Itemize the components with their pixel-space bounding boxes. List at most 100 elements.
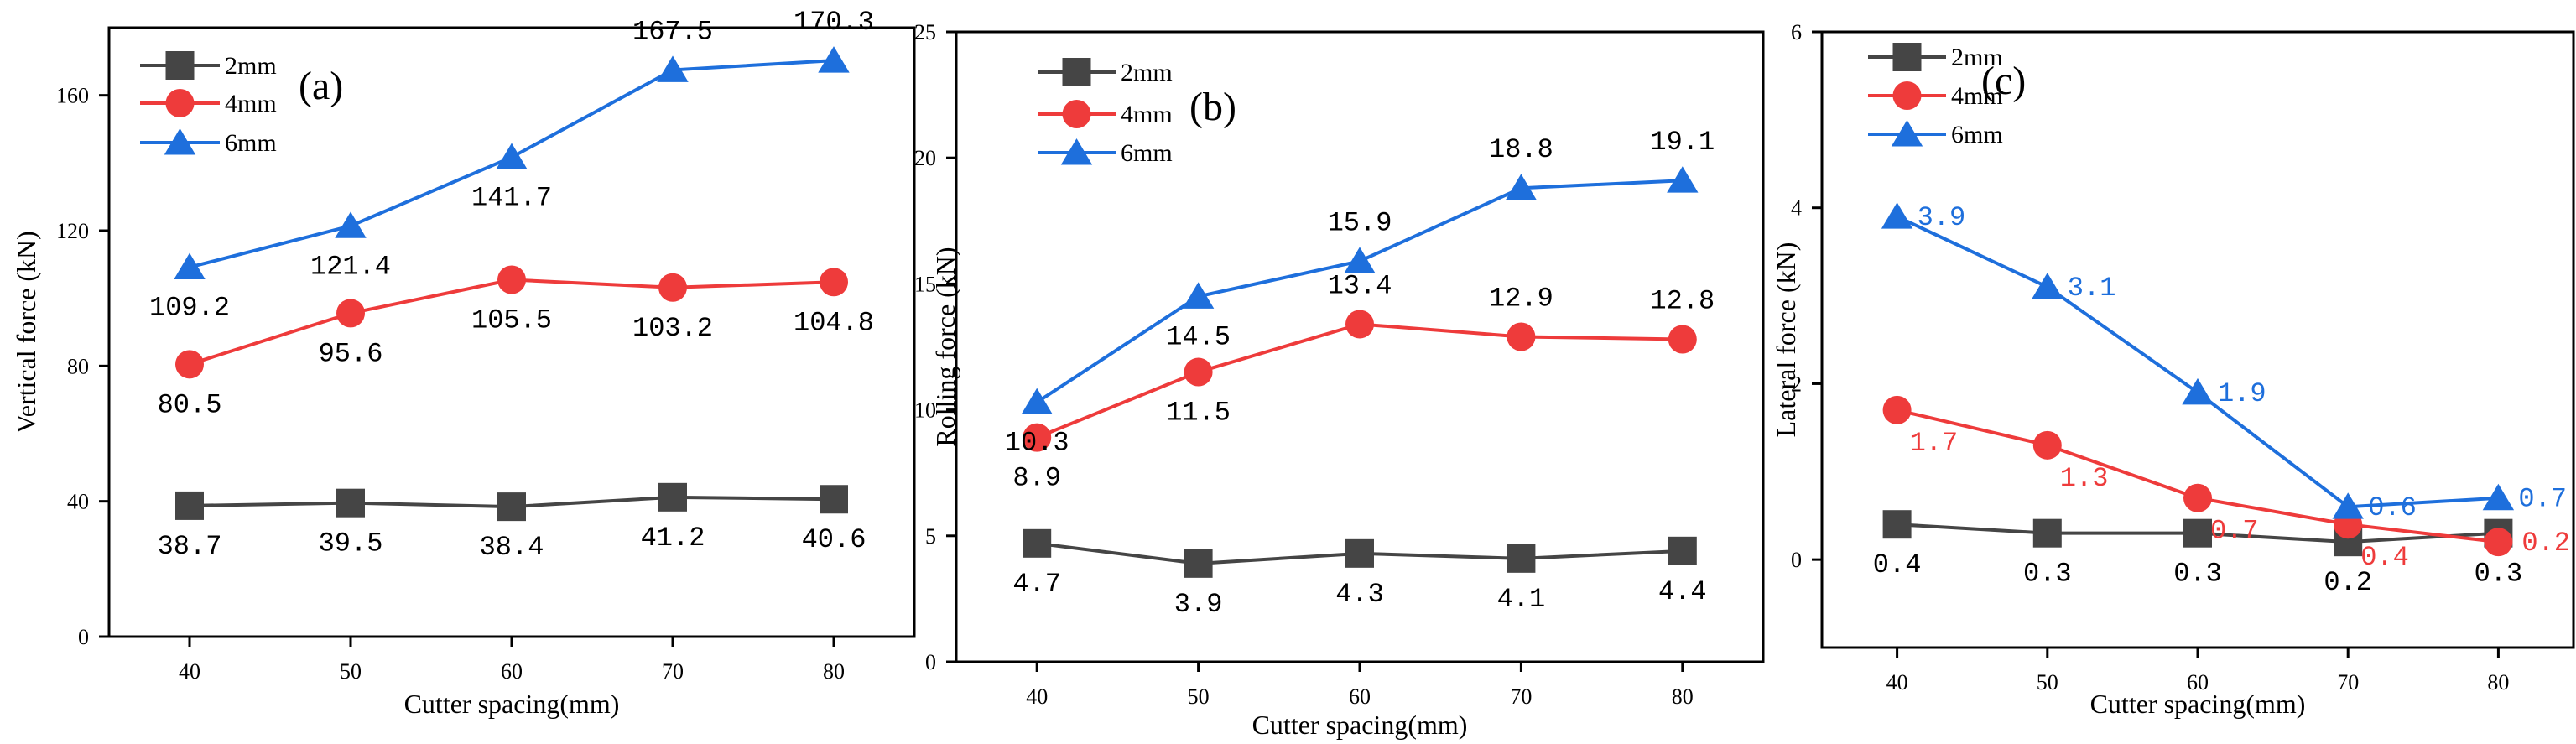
legend-marker (164, 128, 196, 155)
y-tick-label: 80 (67, 354, 89, 378)
data-point (2484, 528, 2513, 557)
data-label: 0.7 (2210, 516, 2259, 547)
data-point (2332, 492, 2364, 519)
data-label: 4.4 (1658, 576, 1707, 607)
x-tick-label: 40 (179, 659, 200, 684)
data-label: 12.8 (1650, 285, 1715, 316)
data-label: 109.2 (149, 293, 230, 324)
data-label: 80.5 (158, 389, 222, 420)
y-tick-label: 20 (914, 146, 936, 170)
panel-label: (a) (299, 64, 343, 108)
data-point (175, 350, 204, 379)
data-label: 0.4 (1873, 549, 1922, 580)
y-axis-title: Vertical force (kN) (11, 231, 41, 434)
data-label: 41.2 (641, 523, 705, 554)
data-point (657, 55, 689, 82)
data-label: 3.9 (1174, 589, 1223, 620)
data-label: 1.3 (2060, 463, 2109, 494)
data-point (1881, 202, 1913, 229)
data-label: 4.7 (1012, 569, 1061, 600)
legend-label: 4mm (1951, 82, 2003, 110)
data-point (175, 491, 204, 520)
data-label: 0.4 (2360, 542, 2409, 573)
y-tick-label: 160 (56, 84, 89, 108)
data-point (336, 488, 365, 518)
data-point (818, 46, 850, 73)
legend-label: 6mm (225, 129, 277, 157)
data-label: 0.3 (2023, 559, 2072, 590)
legend-label: 2mm (1951, 44, 2003, 71)
data-label: 3.1 (2068, 273, 2116, 304)
data-point (497, 492, 526, 522)
data-point (1882, 510, 1912, 539)
y-tick-label: 2 (1791, 372, 1802, 396)
legend-label: 2mm (225, 52, 277, 80)
data-point (1023, 528, 1052, 558)
data-point (658, 273, 687, 302)
x-axis-title: Cutter spacing(mm) (1252, 710, 1468, 740)
data-point (1507, 544, 1536, 573)
chart-panel-2: 40 50 60 70 80 0 2 4 6 Cutter spacing(mm) Lateral … (1771, 20, 2575, 719)
data-label: 0.7 (2518, 484, 2567, 515)
legend-label: 6mm (1121, 139, 1173, 167)
data-point (335, 211, 367, 238)
data-point (820, 268, 848, 297)
legend-marker (1062, 100, 1091, 128)
data-point (2032, 518, 2062, 548)
data-point (2032, 430, 2062, 460)
y-tick-label: 5 (925, 524, 936, 549)
x-tick-label: 80 (1672, 684, 1694, 709)
legend-marker (1891, 120, 1923, 147)
data-label: 0.2 (2521, 528, 2570, 559)
data-label: 15.9 (1328, 207, 1392, 238)
y-axis-title: Lateral force (kN) (1771, 242, 1801, 438)
data-label: 14.5 (1166, 321, 1231, 352)
y-axis-title: Rolling force (kN) (930, 247, 960, 446)
data-label: 170.3 (794, 7, 874, 38)
panel-label: (c) (1981, 59, 2026, 103)
legend-marker (1892, 43, 1922, 71)
data-label: 13.4 (1328, 270, 1392, 301)
data-label: 167.5 (632, 16, 713, 47)
data-point (1184, 357, 1213, 387)
legend-marker (1062, 58, 1091, 86)
x-tick-label: 60 (501, 659, 523, 684)
data-point (1021, 388, 1053, 415)
data-point (1507, 322, 1536, 351)
x-tick-label: 60 (1349, 684, 1371, 709)
data-point (496, 143, 528, 169)
x-tick-label: 60 (2187, 670, 2209, 695)
data-label: 8.9 (1012, 463, 1061, 494)
panel-label: (b) (1189, 85, 1236, 129)
legend-label: 4mm (225, 90, 277, 117)
series-line-6mm (1896, 215, 2499, 509)
x-tick-label: 80 (2487, 670, 2509, 695)
chart-panel-0: 40 50 60 70 80 0 40 80 120 160 Cutter spacing(mm) V… (11, 7, 916, 719)
data-label: 4.3 (1335, 579, 1384, 610)
data-label: 95.6 (319, 338, 383, 369)
x-tick-label: 70 (2337, 670, 2359, 695)
x-tick-label: 50 (1188, 684, 1210, 709)
y-tick-label: 0 (925, 650, 936, 674)
data-point (1667, 166, 1699, 193)
y-tick-label: 10 (914, 398, 936, 423)
legend-marker (1060, 138, 1093, 165)
data-point (1182, 282, 1215, 309)
x-axis-title: Cutter spacing(mm) (2090, 689, 2306, 719)
y-tick-label: 40 (67, 490, 89, 514)
series-line-4mm (1036, 322, 1683, 440)
y-tick-label: 0 (1791, 548, 1802, 572)
data-label: 1.9 (2218, 378, 2266, 409)
data-label: 39.5 (319, 528, 383, 559)
data-point (2183, 483, 2212, 512)
data-point (2182, 377, 2214, 405)
y-tick-label: 6 (1791, 20, 1802, 44)
data-label: 4.1 (1497, 584, 1546, 615)
data-point (174, 252, 206, 280)
data-label: 0.3 (2475, 559, 2523, 590)
x-tick-label: 40 (1886, 670, 1908, 695)
data-label: 18.8 (1489, 134, 1553, 165)
legend-marker (165, 51, 195, 80)
data-point (1023, 423, 1052, 452)
x-tick-label: 70 (1510, 684, 1532, 709)
